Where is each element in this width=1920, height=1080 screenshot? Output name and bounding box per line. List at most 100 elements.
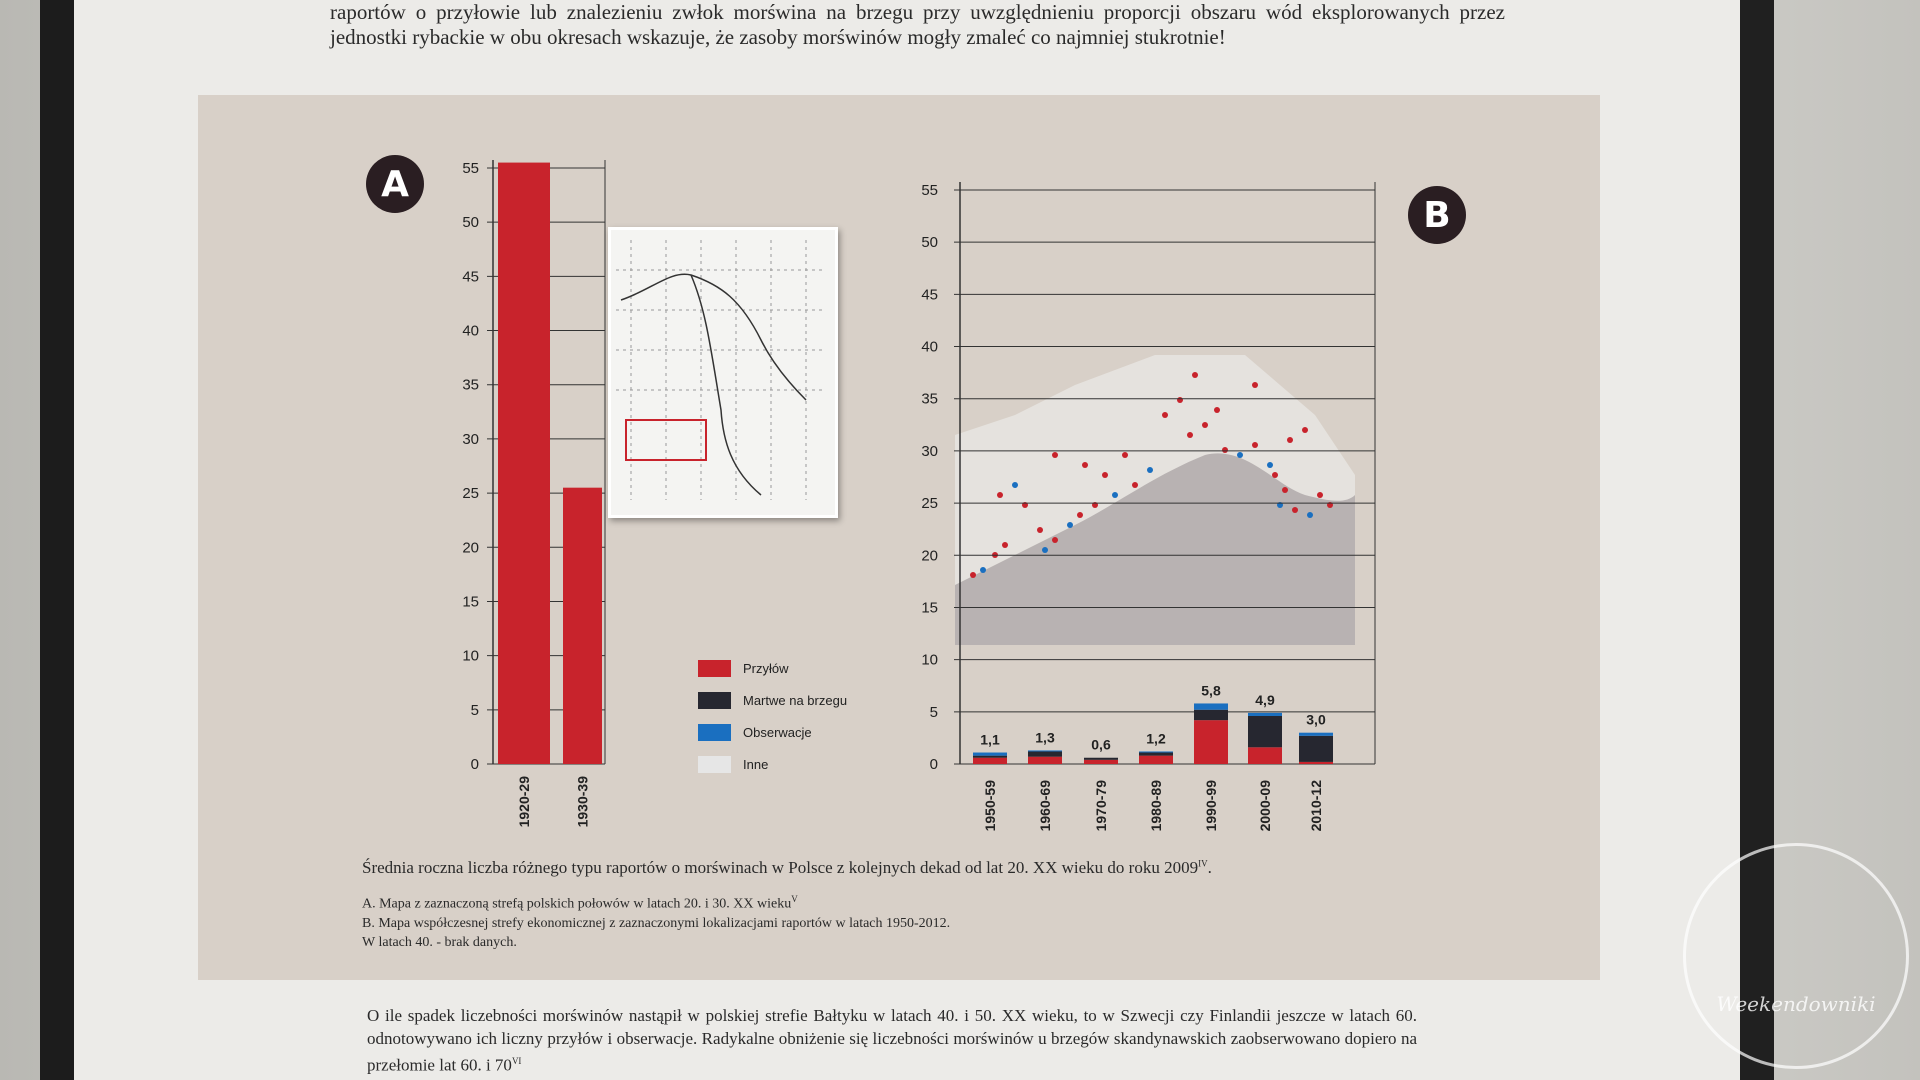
chart-b-x-tick: 2010-12	[1308, 780, 1324, 832]
report-dot	[1147, 467, 1153, 473]
watermark-logo: Weekendowniki	[1683, 843, 1909, 1069]
caption-line-a: A. Mapa z zaznaczoną strefą polskich poł…	[362, 890, 1462, 914]
report-dot	[1037, 527, 1043, 533]
legend-swatch-inne	[698, 755, 731, 773]
report-dot	[1002, 542, 1008, 548]
chart-b-x-tick: 1990-99	[1203, 780, 1219, 832]
chart-b-x-tick: 1980-89	[1148, 780, 1164, 832]
chart-b-x-tick: 1950-59	[982, 780, 998, 832]
chart-a-y-tick: 10	[462, 648, 479, 665]
report-dot	[1222, 447, 1228, 453]
chart-a-y-tick: 55	[462, 160, 479, 177]
report-dot	[1282, 487, 1288, 493]
chart-b: 0 5 10 15 20 25 30 35 40 45 50 55 1,1 1950-59 1,3 1960-…	[921, 182, 1376, 832]
chart-b-y-tick: 30	[921, 443, 938, 460]
report-dot	[1052, 537, 1058, 543]
frame-left	[40, 0, 74, 1080]
report-dot	[1267, 462, 1273, 468]
chart-b-data-label: 1,2	[1146, 730, 1166, 746]
caption-line-a-sup: V	[791, 894, 798, 904]
caption-line-a-text: A. Mapa z zaznaczoną strefą polskich poł…	[362, 896, 792, 912]
chart-b-bar-martwe	[1299, 735, 1333, 762]
report-dot	[980, 567, 986, 573]
chart-b-y-tick: 10	[921, 652, 938, 669]
report-dot	[1102, 472, 1108, 478]
chart-b-bar-martwe	[1084, 757, 1118, 760]
report-dot	[1302, 427, 1308, 433]
chart-b-x-tick: 1960-69	[1037, 780, 1053, 832]
chart-a: 0 5 10 15 20 25 30 35 40 45 50 55 1920-29 1930-39	[462, 160, 606, 828]
chart-b-x-tick: 1970-79	[1093, 780, 1109, 832]
chart-b-bar-przylow	[1139, 755, 1173, 764]
chart-b-y-tick: 50	[921, 234, 938, 251]
chart-b-bar-przylow	[1194, 720, 1228, 764]
watermark-text: Weekendowniki	[1716, 992, 1876, 1016]
chart-b-bar-obserwacje	[1028, 750, 1062, 752]
chart-b-bar-martwe	[1194, 709, 1228, 721]
chart-b-y-tick: 20	[921, 547, 938, 564]
chart-a-y-tick: 20	[462, 539, 479, 556]
chart-b-bar-przylow	[1299, 761, 1333, 764]
report-dot	[1042, 547, 1048, 553]
chart-b-bar-przylow	[973, 757, 1007, 764]
top-paragraph-text: raportów o przyłowie lub znalezieniu zwł…	[330, 0, 1505, 49]
report-dot	[1077, 512, 1083, 518]
chart-b-data-label: 4,9	[1255, 692, 1275, 708]
report-dot	[1192, 372, 1198, 378]
legend-item-przylow: Przyłów	[698, 652, 847, 684]
legend-label-przylow: Przyłów	[743, 660, 789, 676]
chart-a-x-tick: 1930-39	[575, 776, 591, 828]
bottom-paragraph: O ile spadek liczebności morświnów nastą…	[367, 1004, 1417, 1077]
figure-caption: Średnia roczna liczba różnego typu rapor…	[362, 858, 1462, 952]
chart-b-y-tick: 0	[930, 756, 938, 773]
chart-b-x-tick: 2000-09	[1257, 780, 1273, 832]
chart-b-bar-obserwacje	[973, 752, 1007, 756]
chart-b-y-tick: 5	[930, 704, 938, 721]
chart-b-bar-martwe	[1028, 751, 1062, 757]
map-a-inset	[608, 227, 838, 518]
chart-b-bar-przylow	[1084, 759, 1118, 764]
chart-b-bar-obserwacje	[1299, 732, 1333, 736]
report-dot	[1252, 382, 1258, 388]
chart-a-y-tick: 15	[462, 593, 479, 610]
report-dot	[1202, 422, 1208, 428]
report-dot	[1132, 482, 1138, 488]
chart-b-bar-obserwacje	[1139, 751, 1173, 753]
legend-swatch-przylow	[698, 659, 731, 677]
chart-b-bar-przylow	[1248, 747, 1282, 764]
top-paragraph: raportów o przyłowie lub znalezieniu zwł…	[330, 0, 1505, 50]
chart-a-y-tick: 50	[462, 214, 479, 231]
chart-a-y-tick: 0	[471, 756, 479, 773]
chart-a-y-tick: 35	[462, 377, 479, 394]
chart-a-x-tick: 1920-29	[516, 776, 532, 828]
chart-a-bar	[498, 162, 550, 765]
report-dot	[1012, 482, 1018, 488]
chart-b-bar-obserwacje	[1248, 712, 1282, 716]
report-dot	[1187, 432, 1193, 438]
legend-label-inne: Inne	[743, 756, 769, 772]
report-dot	[1317, 492, 1323, 498]
report-dot	[1237, 452, 1243, 458]
caption-main-sup: IV	[1198, 858, 1208, 869]
chart-b-y-tick: 15	[921, 599, 938, 616]
report-dot	[1252, 442, 1258, 448]
report-dot	[1292, 507, 1298, 513]
report-dot	[1082, 462, 1088, 468]
legend-swatch-martwe	[698, 691, 731, 709]
chart-b-data-label: 1,3	[1035, 729, 1055, 745]
legend-label-martwe: Martwe na brzegu	[743, 692, 848, 708]
chart-b-y-tick: 40	[921, 339, 938, 356]
chart-b-bar-martwe	[973, 755, 1007, 758]
legend-item-martwe: Martwe na brzegu	[698, 684, 847, 716]
report-dot	[1272, 472, 1278, 478]
legend-item-obserwacje: Obserwacje	[698, 716, 847, 748]
chart-a-y-tick: 25	[462, 485, 479, 502]
map-b	[955, 355, 1355, 645]
chart-b-bar-obserwacje	[1194, 703, 1228, 710]
report-dot	[1067, 522, 1073, 528]
chart-a-y-tick: 45	[462, 268, 479, 285]
chart-b-y-tick: 45	[921, 286, 938, 303]
bottom-paragraph-text: O ile spadek liczebności morświnów nastą…	[367, 1006, 1417, 1075]
chart-b-data-label: 5,8	[1201, 682, 1221, 698]
legend: Przyłów Martwe na brzegu Obserwacje Inne	[698, 652, 847, 780]
